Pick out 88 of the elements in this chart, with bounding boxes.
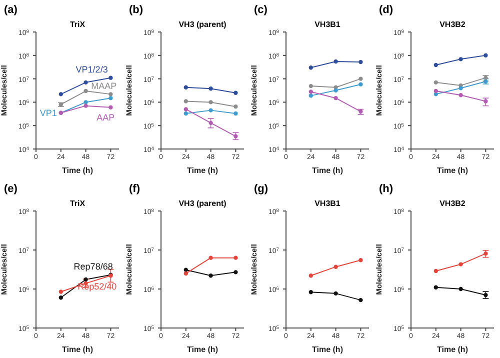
point (234, 104, 238, 109)
chart-title: VH3B2 (438, 199, 466, 208)
point (358, 76, 363, 81)
point (184, 85, 188, 90)
series-label: AAP (96, 112, 115, 122)
text: (b) (129, 4, 144, 16)
text: (f) (129, 183, 140, 195)
series-label: Rep78/68 (74, 262, 113, 272)
series-label: VP1 (40, 108, 57, 118)
point (308, 94, 313, 98)
series-label: Rep52/40 (78, 282, 117, 292)
point (434, 285, 438, 290)
x-axis-title: Time (h) (437, 345, 468, 354)
point (434, 92, 438, 96)
point (108, 105, 113, 110)
x-axis-title: Time (h) (62, 166, 94, 175)
point (434, 80, 438, 85)
point (358, 60, 363, 64)
point (434, 62, 438, 68)
point (234, 90, 238, 95)
point (84, 100, 88, 104)
point (58, 296, 63, 300)
point (358, 298, 363, 302)
point (458, 286, 463, 292)
point (358, 258, 363, 262)
chart-title: VH3B2 (438, 20, 466, 29)
point (308, 290, 313, 294)
text: (g) (254, 183, 268, 195)
x-axis-title: Time (h) (187, 166, 218, 175)
point (234, 111, 238, 116)
point (84, 104, 88, 108)
point (184, 107, 188, 112)
point (308, 90, 313, 94)
point (434, 268, 438, 274)
point (308, 66, 313, 70)
point (84, 88, 88, 94)
point (58, 92, 63, 96)
x-axis-title: Time (h) (187, 345, 218, 354)
point (58, 290, 63, 294)
point (208, 274, 213, 278)
point (208, 120, 213, 126)
text: (d) (379, 4, 394, 16)
point (184, 111, 188, 116)
point (84, 80, 88, 85)
x-axis-title: Time (h) (312, 345, 344, 354)
chart-title: VH3B1 (314, 199, 342, 208)
chart-title: VH3B1 (314, 20, 342, 29)
point (308, 84, 313, 88)
text: (e) (4, 183, 18, 195)
point (334, 291, 338, 296)
point (208, 256, 213, 260)
point (458, 262, 463, 266)
point (308, 274, 313, 278)
point (458, 57, 463, 62)
chart-title: VH3 (parent) (178, 199, 228, 208)
point (484, 53, 488, 58)
point (484, 99, 488, 104)
point (234, 256, 238, 260)
point (184, 268, 188, 272)
point (458, 86, 463, 90)
text: (h) (379, 183, 394, 195)
chart-title: TriX (68, 20, 86, 29)
point (334, 59, 338, 64)
point (334, 96, 338, 100)
point (108, 76, 113, 80)
x-axis-title: Time (h) (312, 166, 344, 175)
point (208, 108, 213, 112)
chart-title: TriX (68, 199, 86, 208)
point (208, 100, 213, 104)
point (108, 96, 113, 100)
point (234, 270, 238, 274)
series-label: MAAP (91, 81, 117, 92)
point (84, 277, 88, 282)
point (184, 271, 188, 276)
point (108, 92, 113, 96)
point (334, 264, 338, 269)
point (434, 88, 438, 94)
point (208, 86, 213, 91)
point (184, 99, 188, 104)
point (334, 88, 338, 92)
text: (c) (254, 4, 268, 16)
series-label: VP1/2/3 (76, 64, 108, 74)
x-axis-title: Time (h) (62, 345, 94, 354)
point (458, 93, 463, 98)
chart-title: VH3 (parent) (178, 20, 228, 29)
point (358, 82, 363, 86)
text: (a) (4, 4, 18, 16)
x-axis-title: Time (h) (437, 166, 468, 175)
